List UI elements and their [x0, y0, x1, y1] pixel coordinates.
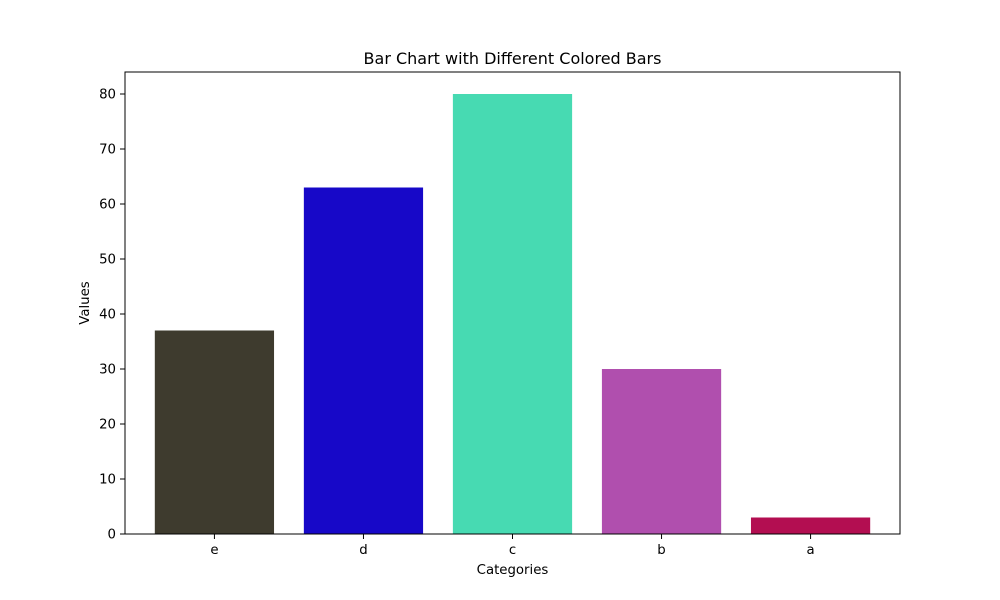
x-tick-label: e	[210, 543, 218, 558]
y-tick-label: 50	[99, 253, 116, 268]
y-tick-label: 70	[99, 143, 116, 158]
bar-e	[154, 330, 275, 534]
x-tick-label: d	[359, 543, 367, 558]
bars-group	[154, 94, 871, 534]
y-tick-label: 30	[99, 363, 116, 378]
y-tick-label: 10	[99, 473, 116, 488]
chart-title: Bar Chart with Different Colored Bars	[364, 49, 662, 68]
x-tick-label: a	[806, 543, 814, 558]
bar-a	[750, 517, 871, 534]
bar-b	[601, 369, 722, 534]
bar-d	[303, 187, 424, 534]
y-tick-label: 80	[99, 88, 116, 103]
y-tick-label: 0	[108, 528, 116, 543]
x-tick-label: c	[509, 543, 516, 558]
x-axis-title: Categories	[477, 563, 549, 578]
y-tick-label: 60	[99, 198, 116, 213]
y-axis: 0 10 20 30 40 50 60 70 80	[99, 88, 125, 543]
y-tick-label: 20	[99, 418, 116, 433]
y-axis-title: Values	[78, 281, 93, 325]
bar-c	[452, 94, 573, 534]
y-tick-label: 40	[99, 308, 116, 323]
x-tick-label: b	[657, 543, 665, 558]
